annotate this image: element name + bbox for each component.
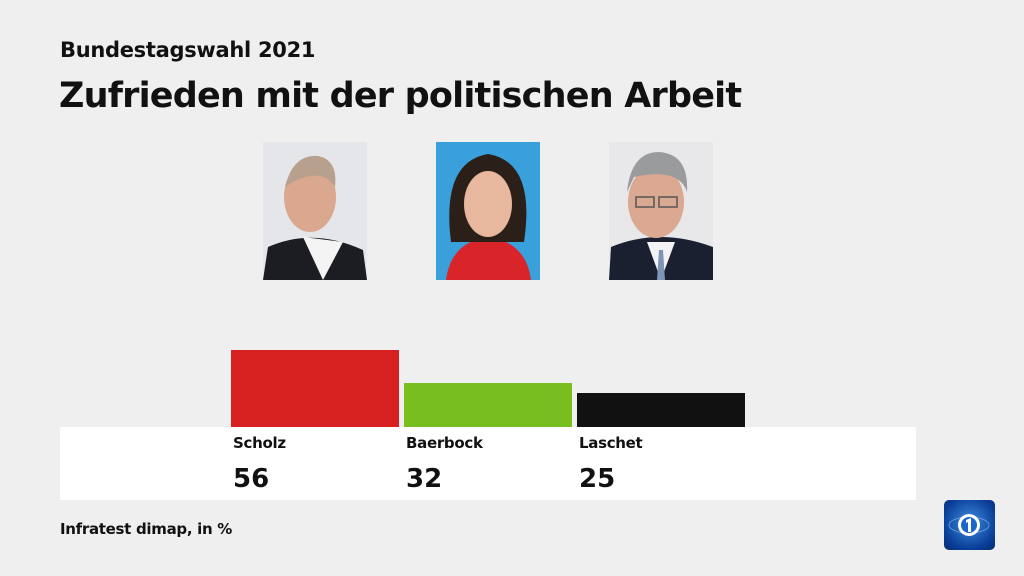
bar-baerbock bbox=[404, 383, 572, 427]
photo-laschet bbox=[609, 142, 713, 280]
value-label-laschet: 25 bbox=[579, 464, 616, 494]
category-label-laschet: Laschet bbox=[579, 434, 643, 452]
category-label-baerbock: Baerbock bbox=[406, 434, 483, 452]
subtitle: Bundestagswahl 2021 bbox=[60, 38, 316, 62]
label-panel bbox=[60, 427, 916, 500]
chart-title: Zufrieden mit der politischen Arbeit bbox=[59, 76, 742, 116]
bar-scholz bbox=[231, 350, 399, 427]
photo-scholz bbox=[263, 142, 367, 280]
value-label-baerbock: 32 bbox=[406, 464, 443, 494]
photo-baerbock bbox=[436, 142, 540, 280]
value-label-scholz: 56 bbox=[233, 464, 270, 494]
source-note: Infratest dimap, in % bbox=[60, 520, 233, 538]
tagesschau-logo bbox=[944, 500, 995, 550]
bar-laschet bbox=[577, 392, 745, 427]
category-label-scholz: Scholz bbox=[233, 434, 286, 452]
